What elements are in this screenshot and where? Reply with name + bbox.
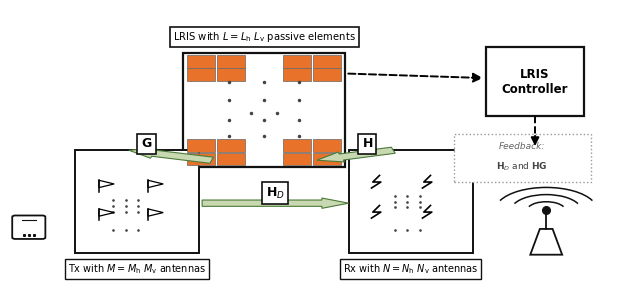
- FancyBboxPatch shape: [75, 150, 199, 253]
- Bar: [283, 68, 311, 81]
- Bar: [218, 68, 246, 81]
- FancyArrow shape: [202, 198, 349, 208]
- Bar: [313, 153, 341, 165]
- Bar: [313, 68, 341, 81]
- FancyArrow shape: [129, 148, 214, 163]
- FancyArrow shape: [317, 147, 396, 162]
- FancyBboxPatch shape: [12, 216, 45, 239]
- Bar: [313, 139, 341, 152]
- FancyBboxPatch shape: [486, 47, 584, 116]
- Bar: [188, 153, 216, 165]
- FancyBboxPatch shape: [349, 150, 473, 253]
- Text: $\mathbf{H}_D$: $\mathbf{H}_D$: [266, 186, 285, 201]
- Bar: [218, 55, 246, 68]
- Bar: [283, 139, 311, 152]
- FancyBboxPatch shape: [183, 53, 346, 167]
- Text: LRIS with $L = L_\mathrm{h}$ $L_\mathrm{v}$ passive elements: LRIS with $L = L_\mathrm{h}$ $L_\mathrm{…: [173, 30, 356, 44]
- Bar: [188, 55, 216, 68]
- Bar: [188, 68, 216, 81]
- Bar: [188, 139, 216, 152]
- Text: Feedback:: Feedback:: [499, 142, 545, 151]
- Text: Rx with $N = N_\mathrm{h}$ $N_\mathrm{v}$ antennas: Rx with $N = N_\mathrm{h}$ $N_\mathrm{v}…: [343, 262, 479, 276]
- Text: $\mathbf{G}$: $\mathbf{G}$: [141, 137, 152, 150]
- Text: Tx with $M = M_\mathrm{h}$ $M_\mathrm{v}$ antennas: Tx with $M = M_\mathrm{h}$ $M_\mathrm{v}…: [68, 262, 206, 276]
- Text: LRIS
Controller: LRIS Controller: [502, 68, 568, 96]
- Bar: [283, 153, 311, 165]
- Bar: [313, 55, 341, 68]
- Bar: [218, 153, 246, 165]
- Bar: [283, 55, 311, 68]
- Polygon shape: [531, 229, 562, 255]
- FancyBboxPatch shape: [454, 134, 591, 182]
- Text: $\mathbf{H}$: $\mathbf{H}$: [362, 137, 372, 150]
- Bar: [218, 139, 246, 152]
- Text: $\mathbf{H}_D$ and $\mathbf{HG}$: $\mathbf{H}_D$ and $\mathbf{HG}$: [497, 160, 548, 173]
